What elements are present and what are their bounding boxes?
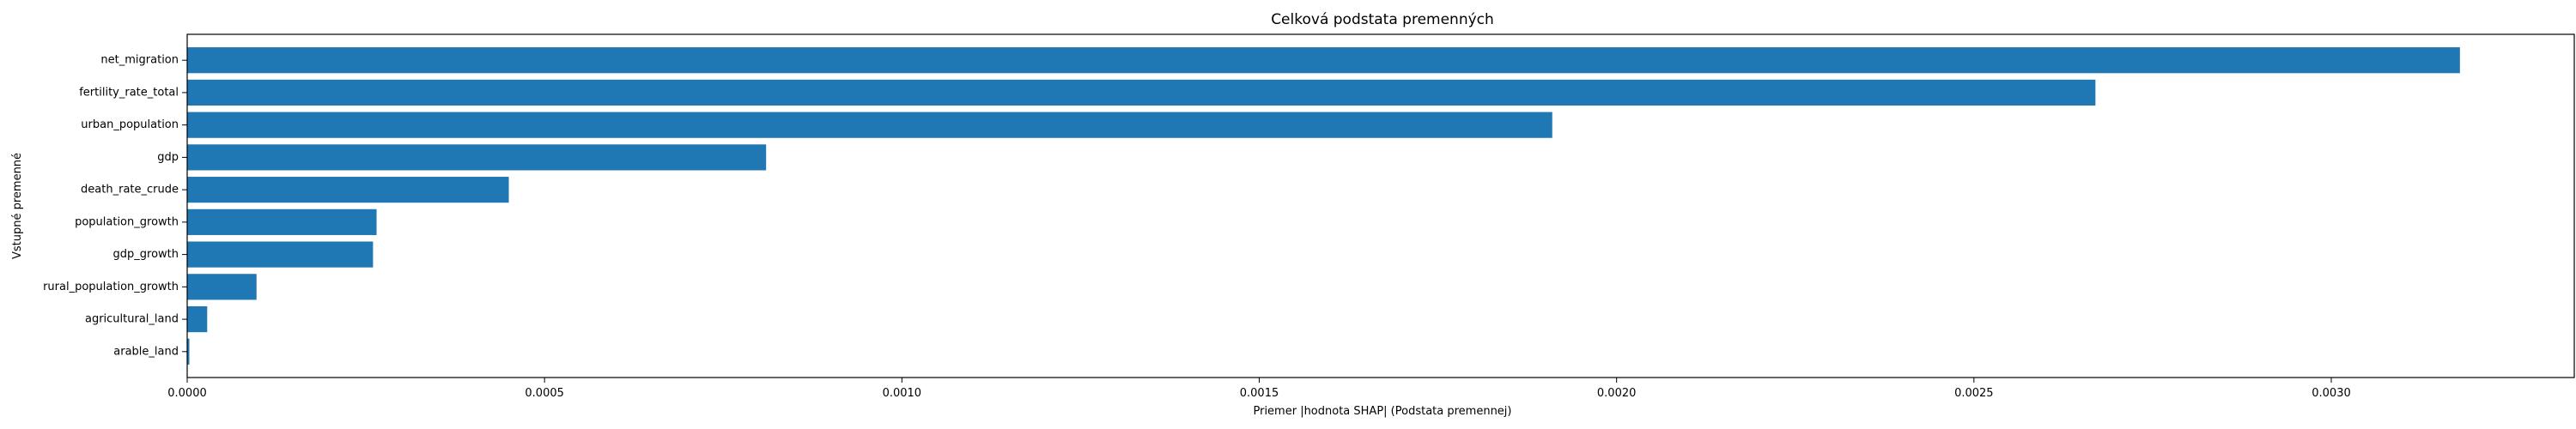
y-tick-label: agricultural_land bbox=[85, 313, 179, 326]
y-tick-label: gdp_growth bbox=[113, 248, 179, 261]
y-axis-label: Vstupné premenné bbox=[11, 153, 24, 259]
x-tick-label: 0.0015 bbox=[1240, 387, 1279, 400]
bar-arable-land bbox=[187, 338, 190, 365]
y-tick-label: gdp bbox=[157, 151, 179, 164]
y-tick-label: arable_land bbox=[113, 345, 179, 358]
x-tick-label: 0.0005 bbox=[525, 387, 564, 400]
bar-rural-population-growth bbox=[187, 274, 257, 300]
x-axis-ticks: 0.0000 0.0005 0.0010 0.0015 0.0020 0.0025 0.00… bbox=[167, 378, 2351, 400]
y-axis-ticks: net_migration fertility_rate_total urban_p… bbox=[43, 54, 187, 358]
plot-frame bbox=[186, 33, 2575, 378]
y-tick-label: urban_population bbox=[81, 118, 179, 131]
y-tick-label: population_growth bbox=[75, 215, 179, 228]
bar-gdp bbox=[187, 144, 767, 171]
y-tick-label: death_rate_crude bbox=[81, 184, 179, 196]
x-tick-label: 0.0020 bbox=[1597, 387, 1637, 400]
y-tick-label: rural_population_growth bbox=[43, 281, 179, 293]
x-tick-label: 0.0030 bbox=[2312, 387, 2351, 400]
bar-population-growth bbox=[187, 208, 377, 235]
bar-fertility-rate-total bbox=[187, 79, 2096, 106]
bar-agricultural-land bbox=[187, 305, 208, 333]
bar-gdp-growth bbox=[187, 241, 374, 268]
x-tick-label: 0.0000 bbox=[167, 387, 207, 400]
chart-title: Celková podstata premenných bbox=[1271, 11, 1494, 28]
x-tick-label: 0.0025 bbox=[1954, 387, 1994, 400]
bar-death-rate-crude bbox=[187, 177, 509, 203]
bar-urban-population bbox=[187, 112, 1552, 138]
x-tick-label: 0.0010 bbox=[883, 387, 922, 400]
y-tick-label: net_migration bbox=[100, 54, 179, 67]
bar-net-migration bbox=[187, 47, 2460, 74]
x-axis-label: Priemer |hodnota SHAP| (Podstata premenn… bbox=[1253, 405, 1511, 418]
y-tick-label: fertility_rate_total bbox=[79, 86, 179, 99]
bars-group bbox=[187, 47, 2460, 365]
